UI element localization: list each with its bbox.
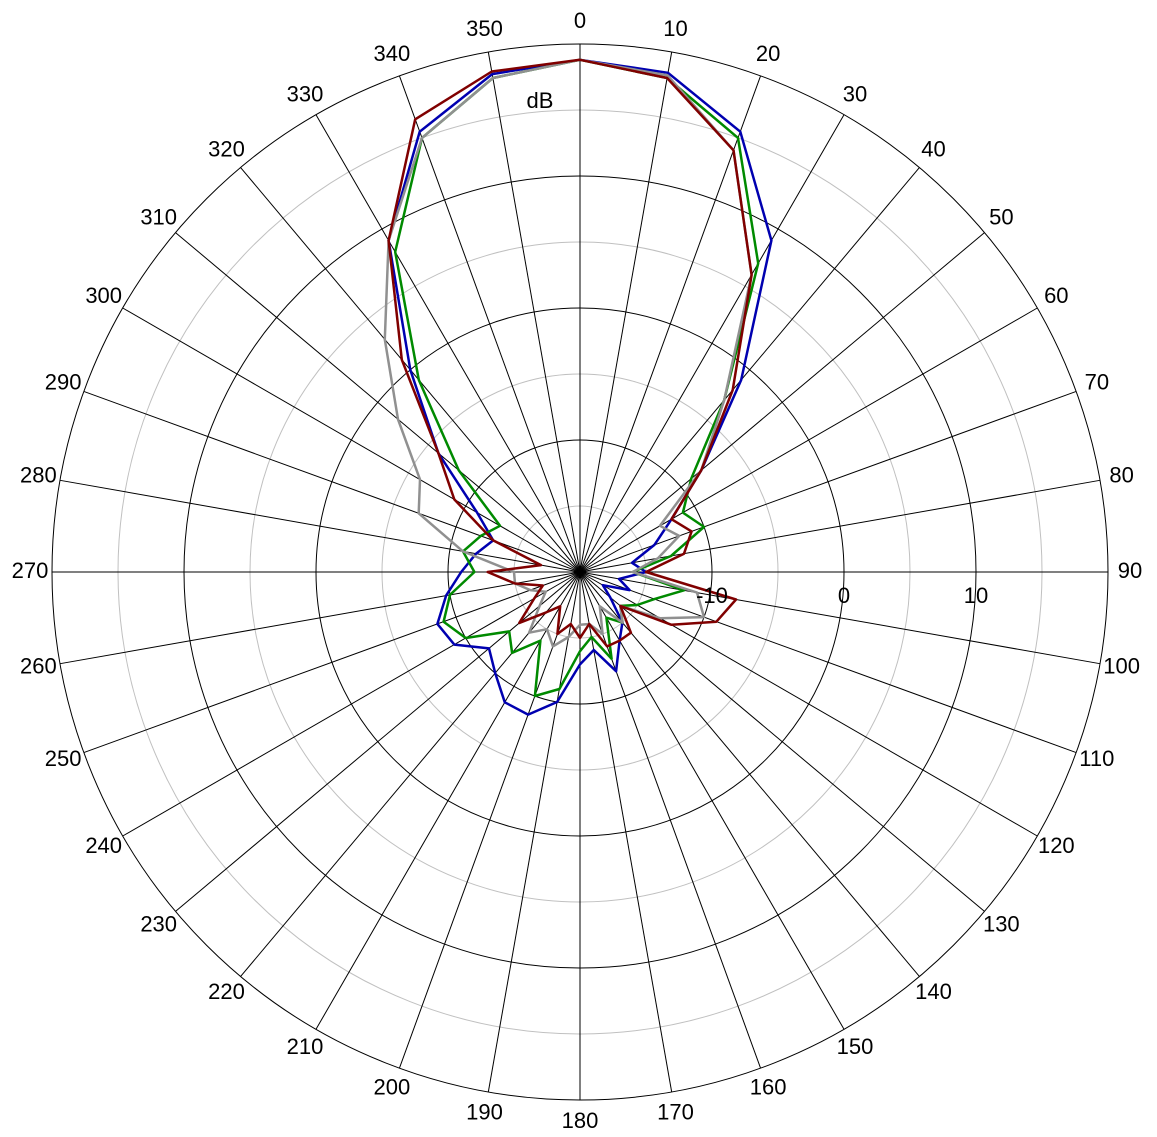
angle-label: 250: [45, 746, 82, 771]
spoke: [487, 571, 581, 1093]
angle-label: 230: [140, 911, 177, 936]
angle-label: 330: [287, 81, 324, 106]
r-tick-label: 10: [964, 583, 988, 608]
angle-label: 20: [756, 41, 780, 66]
spoke: [240, 571, 581, 977]
spoke: [579, 232, 985, 573]
angle-label: 160: [750, 1075, 787, 1100]
angle-label: 10: [663, 16, 687, 41]
angle-label: 280: [20, 462, 57, 487]
angle-label: 350: [466, 16, 503, 41]
angle-label: 150: [837, 1034, 874, 1059]
angle-label: 140: [915, 979, 952, 1004]
spoke: [579, 167, 920, 573]
angle-label: 260: [20, 653, 57, 678]
spoke: [175, 571, 581, 912]
spoke: [579, 571, 1038, 837]
angle-label: 0: [574, 8, 586, 33]
series-line: [393, 58, 760, 698]
r-axis-label: dB: [527, 88, 554, 113]
angle-label: 200: [374, 1075, 411, 1100]
angle-label: 240: [85, 833, 122, 858]
angle-label: 60: [1044, 283, 1068, 308]
series-line: [383, 58, 753, 648]
angle-label: 70: [1085, 370, 1109, 395]
spoke: [579, 571, 673, 1093]
angle-label: 170: [657, 1099, 694, 1124]
spoke: [579, 307, 1038, 573]
angle-label: 340: [374, 41, 411, 66]
spoke: [579, 571, 985, 912]
spoke: [487, 51, 581, 573]
spoke: [315, 114, 581, 573]
angle-label: 310: [140, 204, 177, 229]
spoke: [59, 571, 581, 665]
spoke: [83, 390, 581, 573]
spoke: [579, 51, 673, 573]
angle-label: 320: [208, 136, 245, 161]
r-tick-label: -10: [696, 583, 728, 608]
spoke: [579, 75, 762, 573]
spoke: [59, 479, 581, 573]
angle-label: 270: [12, 558, 49, 583]
angle-label: 80: [1109, 462, 1133, 487]
angle-label: 110: [1079, 746, 1114, 771]
spoke: [579, 390, 1077, 573]
angle-label: 130: [983, 911, 1020, 936]
series-line: [387, 58, 753, 648]
angle-label: 220: [208, 979, 245, 1004]
angle-label: 300: [85, 283, 122, 308]
spoke: [122, 307, 581, 573]
spoke: [175, 232, 581, 573]
spoke: [398, 571, 581, 1069]
angle-label: 180: [562, 1108, 599, 1133]
angle-label: 120: [1038, 833, 1075, 858]
spoke: [122, 571, 581, 837]
spoke: [579, 114, 845, 573]
plot: 0 102030405060708090100110120130140150160…: [12, 8, 1143, 1133]
spoke: [315, 571, 581, 1030]
angle-label: 90: [1118, 558, 1142, 583]
angle-label: 50: [989, 204, 1013, 229]
spoke: [398, 75, 581, 573]
spoke: [83, 571, 581, 754]
angle-label: 40: [921, 136, 945, 161]
spoke: [579, 571, 1101, 665]
angle-label: 30: [843, 81, 867, 106]
angle-label: 290: [45, 370, 82, 395]
r-tick-label: 0: [838, 583, 850, 608]
angle-label: 100: [1103, 653, 1140, 678]
spoke: [579, 571, 920, 977]
angle-label: 190: [466, 1099, 503, 1124]
spoke: [579, 571, 1077, 754]
spoke: [579, 571, 845, 1030]
angle-label: 210: [287, 1034, 324, 1059]
